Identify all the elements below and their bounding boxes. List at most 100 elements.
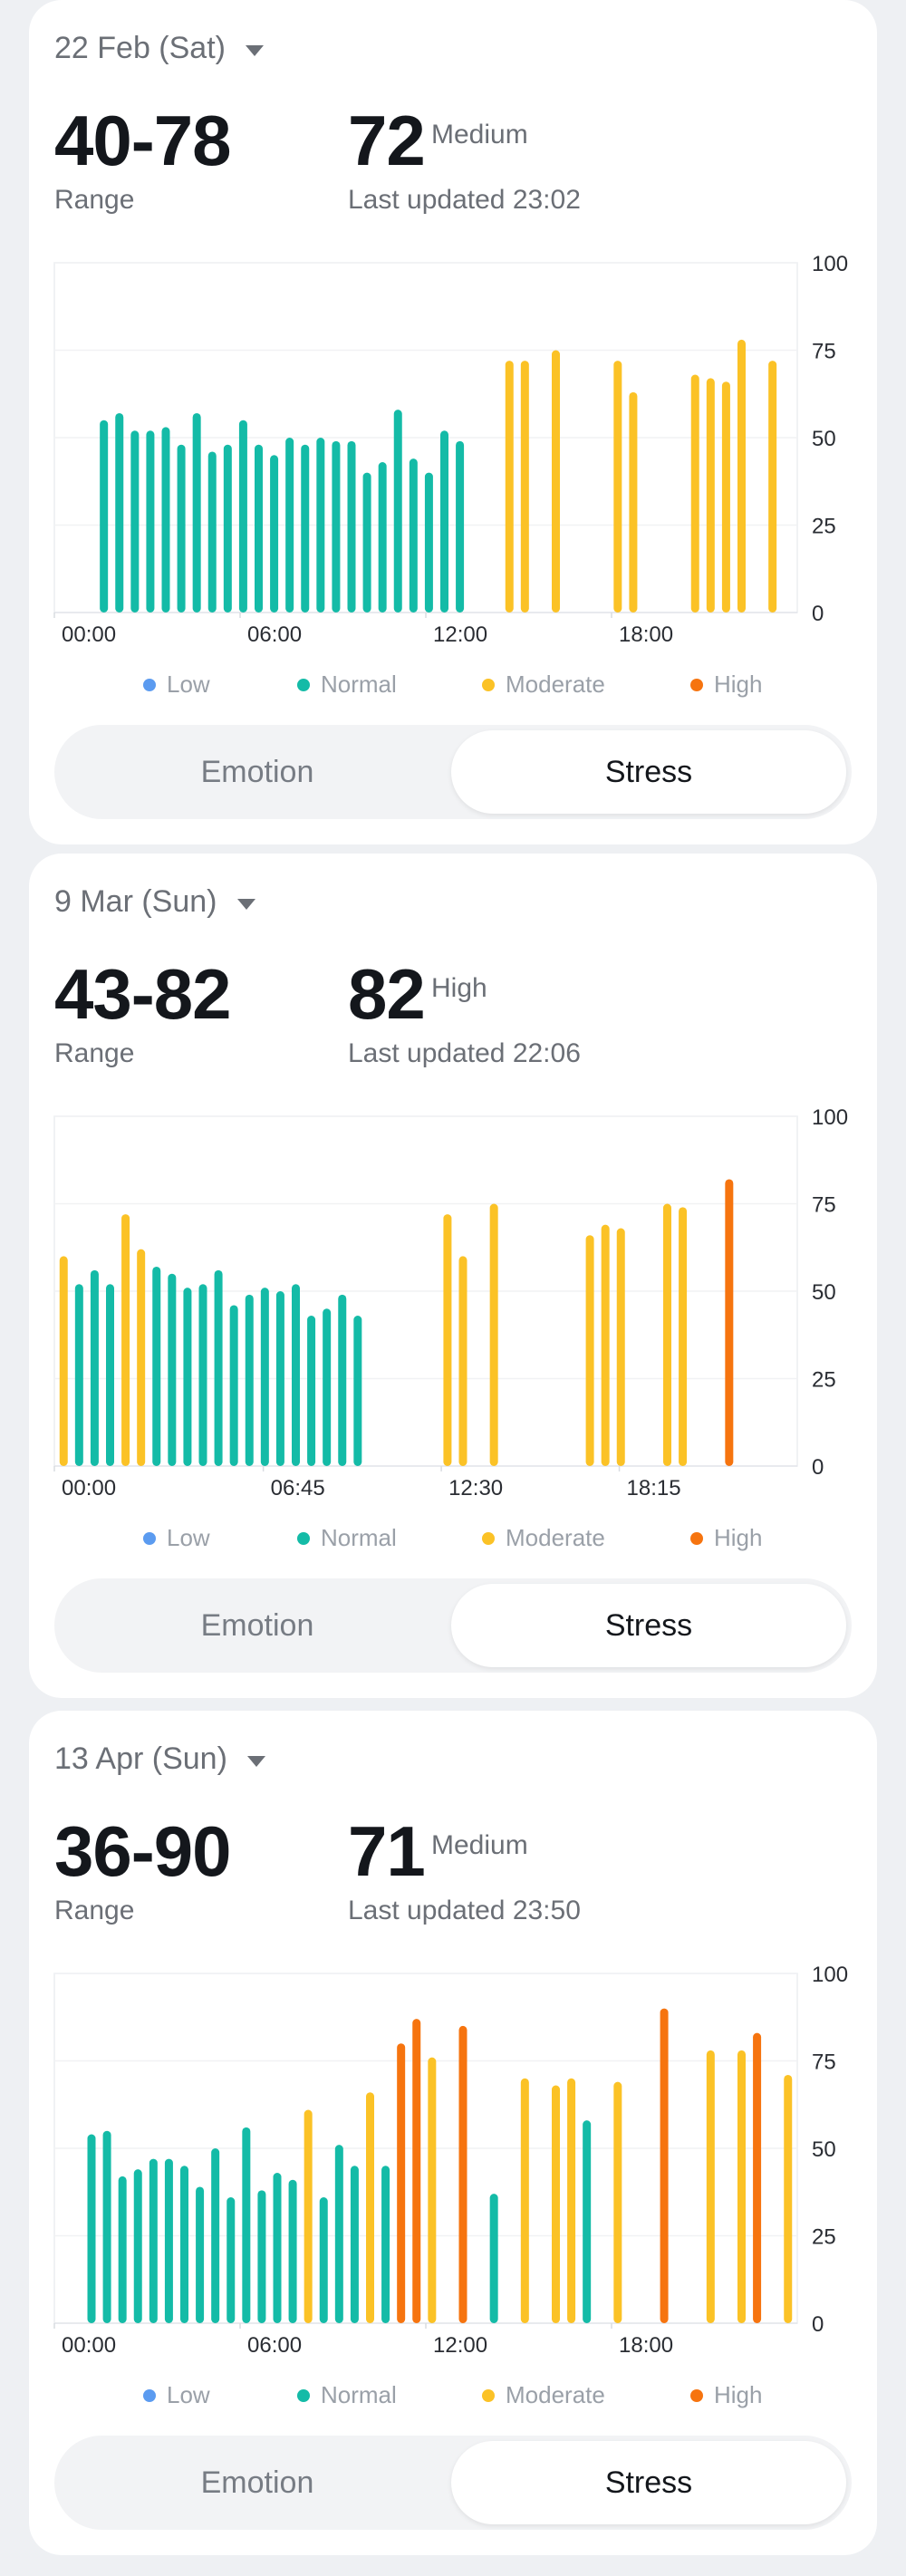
stress-bar — [456, 440, 465, 613]
stress-bar — [275, 1291, 284, 1466]
stress-bar — [663, 1203, 671, 1466]
y-tick-label: 0 — [812, 1455, 824, 1480]
stress-bar — [567, 2078, 576, 2323]
range-label: Range — [54, 185, 135, 215]
chart-legend: Low Normal Moderate High — [29, 1524, 877, 1557]
tab-emotion[interactable]: Emotion — [200, 2465, 314, 2500]
stress-bar — [616, 1228, 625, 1466]
tab-stress[interactable]: Stress — [451, 2441, 846, 2524]
stress-bar — [87, 2134, 96, 2323]
stress-bar — [226, 2197, 236, 2323]
stress-bar — [177, 444, 186, 613]
stress-level-label: Medium — [431, 1830, 528, 1860]
date-selector[interactable]: 9 Mar (Sun) — [54, 884, 255, 920]
stress-bar — [737, 339, 746, 613]
stress-bar — [316, 438, 325, 613]
range-label: Range — [54, 1896, 135, 1925]
stress-chart: 0 25 50 75 100 00:00 06:45 12:30 18:15 — [29, 1085, 877, 1520]
stress-bar — [323, 1308, 332, 1466]
stress-bar — [393, 410, 402, 613]
stress-bar — [424, 472, 433, 613]
stress-bar — [347, 440, 356, 613]
x-tick-label: 00:00 — [62, 2333, 116, 2358]
x-tick-label: 12:00 — [433, 622, 487, 647]
stress-bar — [378, 462, 387, 613]
y-tick-label: 0 — [812, 2312, 824, 2337]
legend-dot-high — [690, 2388, 703, 2402]
stress-bar — [613, 361, 622, 613]
legend-item-normal: Normal — [297, 1524, 397, 1552]
stress-bar — [180, 2166, 188, 2323]
stress-bar — [737, 2050, 746, 2323]
stress-bar — [721, 381, 730, 613]
stress-bar — [520, 361, 529, 613]
date-selector[interactable]: 13 Apr (Sun) — [54, 1741, 265, 1777]
stress-bar — [350, 2166, 359, 2323]
y-tick-label: 100 — [812, 1105, 848, 1130]
stress-bar — [583, 2120, 592, 2323]
stress-bar — [725, 1179, 734, 1466]
stress-bar — [409, 458, 418, 613]
legend-dot-low — [143, 1531, 156, 1545]
y-tick-label: 0 — [812, 602, 824, 626]
stress-bar — [130, 430, 140, 613]
stress-bar — [183, 1288, 192, 1466]
stress-bar — [552, 2085, 560, 2323]
caret-down-icon — [246, 1755, 265, 1767]
stress-card: 13 Apr (Sun) 36-90 Range 71 Medium Last … — [29, 1711, 877, 2555]
stress-bar — [412, 2019, 421, 2323]
stress-bar — [260, 1288, 269, 1466]
y-tick-label: 25 — [812, 1368, 836, 1393]
stress-bar — [164, 2158, 173, 2323]
stress-bar — [366, 2092, 374, 2323]
stress-bar — [440, 430, 448, 613]
legend-label-moderate: Moderate — [506, 2381, 605, 2408]
stress-bar — [319, 2197, 328, 2323]
tab-stress[interactable]: Stress — [451, 1584, 846, 1667]
legend-label-moderate: Moderate — [506, 671, 605, 698]
stress-bar — [505, 361, 514, 613]
x-tick-label: 06:00 — [247, 2333, 302, 2358]
legend-label-normal: Normal — [321, 2381, 397, 2408]
stress-bar — [301, 444, 310, 613]
tab-emotion[interactable]: Emotion — [200, 754, 314, 789]
stress-bar — [458, 1256, 467, 1466]
tab-stress[interactable]: Stress — [451, 730, 846, 814]
x-tick-label: 18:00 — [619, 2333, 673, 2358]
stress-bar — [381, 2166, 390, 2323]
last-updated-label: Last updated 23:50 — [348, 1896, 581, 1925]
y-tick-label: 50 — [812, 427, 836, 451]
stress-bar — [146, 430, 155, 613]
date-label: 22 Feb (Sat) — [54, 31, 226, 65]
date-selector[interactable]: 22 Feb (Sat) — [54, 31, 264, 66]
stress-bar — [245, 1294, 254, 1466]
stress-bar — [223, 444, 232, 613]
stress-bar — [660, 2008, 669, 2323]
range-value: 43-82 — [54, 954, 231, 1034]
legend-item-moderate: Moderate — [482, 671, 605, 699]
x-tick-label: 12:30 — [448, 1476, 503, 1500]
legend-dot-normal — [297, 1531, 310, 1545]
stress-bar — [428, 2057, 437, 2323]
range-label: Range — [54, 1038, 135, 1068]
stress-bar — [690, 374, 699, 613]
stress-bar — [152, 1266, 161, 1466]
stress-bar — [304, 2109, 313, 2323]
tab-emotion[interactable]: Emotion — [200, 1607, 314, 1643]
stress-chart-svg: 0 25 50 75 100 00:00 06:00 12:00 18:00 — [53, 252, 848, 647]
stress-card: 22 Feb (Sat) 40-78 Range 72 Medium Last … — [29, 0, 877, 844]
stress-bar — [161, 427, 170, 613]
stress-bar — [211, 2148, 220, 2323]
y-tick-label: 50 — [812, 2137, 836, 2162]
range-value: 40-78 — [54, 101, 231, 180]
stress-bar — [288, 2179, 297, 2323]
legend-label-normal: Normal — [321, 1524, 397, 1551]
stress-bar — [100, 420, 109, 613]
stress-bar — [242, 2127, 251, 2323]
stress-bar — [198, 1284, 207, 1466]
mode-toggle: Emotion Stress — [54, 725, 852, 819]
stress-bar — [168, 1273, 177, 1466]
x-tick-label: 00:00 — [62, 622, 116, 647]
legend-item-high: High — [690, 1524, 762, 1552]
current-stress-value: 71 — [348, 1811, 426, 1891]
